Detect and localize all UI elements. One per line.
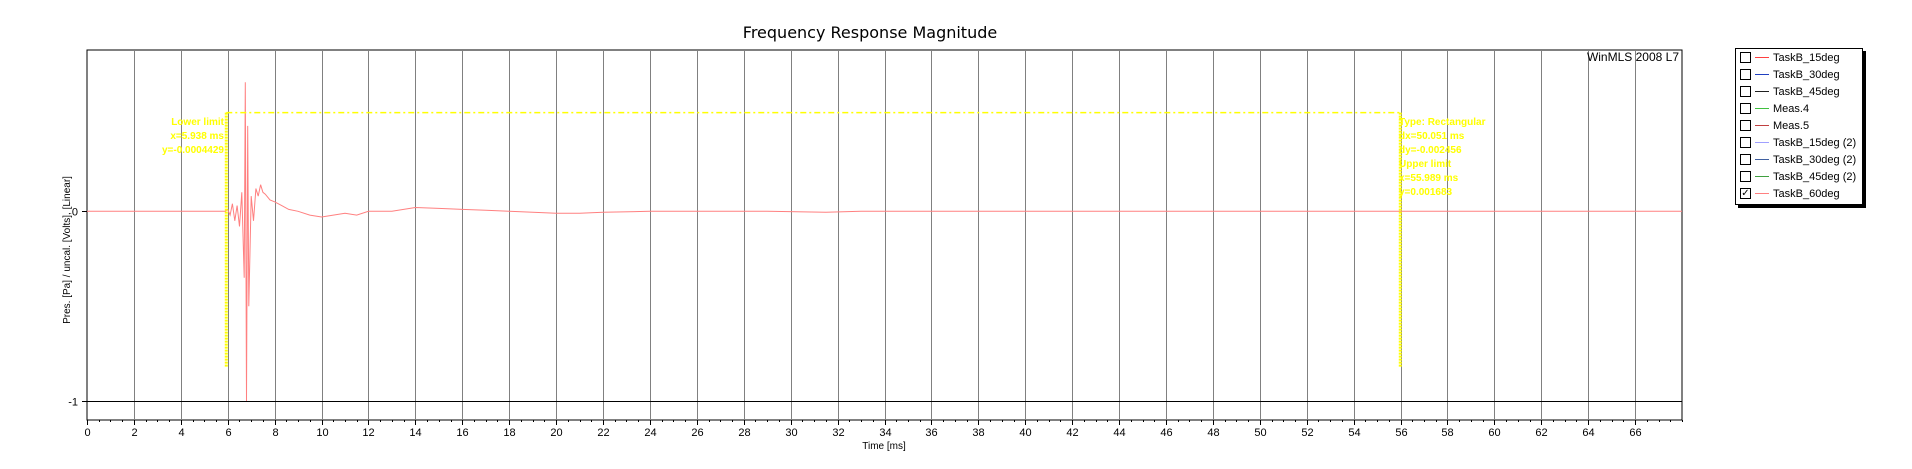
y-axis-label: Pres. [Pa] / uncal. [Volts], [Linear]: [62, 176, 73, 324]
upper-limit-title: Upper limit: [1399, 159, 1452, 170]
x-tick-label: 30: [785, 427, 797, 439]
x-tick-label: 64: [1582, 427, 1594, 439]
x-tick-label: 16: [456, 427, 468, 439]
upper-limit-x: x=55.989 ms: [1399, 173, 1459, 184]
cursor-dy: dy=-0.002456: [1399, 145, 1462, 156]
legend-swatch: [1755, 108, 1769, 109]
y-tick-label: 0: [72, 207, 78, 219]
y-axis: 0 -1: [68, 207, 87, 409]
x-axis: 0 2 4 6 8 10 12 14 16 18 20 22 24 26 28 30 32 34 36 38 40 42 4…: [84, 420, 1683, 439]
legend-swatch: [1755, 74, 1769, 75]
x-tick-label: 34: [879, 427, 891, 439]
x-tick-label: 32: [832, 427, 844, 439]
x-axis-label: Time [ms]: [862, 441, 906, 452]
legend-checkbox[interactable]: [1740, 86, 1751, 97]
legend-swatch: [1755, 159, 1769, 160]
legend-checkbox[interactable]: [1740, 69, 1751, 80]
cursor-type: Type: Rectangular: [1399, 117, 1486, 128]
legend-checkbox[interactable]: [1740, 120, 1751, 131]
lower-limit-label: Lower limit x=5.938 ms y=-0.0004429: [162, 117, 225, 156]
legend-swatch: [1755, 176, 1769, 177]
legend-item[interactable]: Meas.5: [1736, 117, 1862, 134]
x-tick-label: 62: [1535, 427, 1547, 439]
x-tick-label: 10: [316, 427, 328, 439]
y-tick-label: -1: [68, 397, 78, 409]
upper-limit-label: Type: Rectangular dx=50.051 ms dy=-0.002…: [1399, 117, 1486, 198]
legend-swatch: [1755, 125, 1769, 126]
x-tick-label: 52: [1301, 427, 1313, 439]
legend-checkbox[interactable]: [1740, 103, 1751, 114]
legend-item[interactable]: TaskB_15deg (2): [1736, 134, 1862, 151]
rectangular-cursor[interactable]: [224, 111, 1402, 367]
legend-label: TaskB_45deg (2): [1773, 170, 1857, 183]
lower-limit-y: y=-0.0004429: [162, 145, 224, 156]
upper-limit-y: y=0.001683: [1399, 187, 1453, 198]
x-tick-label: 56: [1395, 427, 1407, 439]
x-tick-label: 46: [1160, 427, 1172, 439]
x-tick-label: 38: [972, 427, 984, 439]
x-tick-label: 40: [1019, 427, 1031, 439]
legend-checkbox[interactable]: [1740, 52, 1751, 63]
x-tick-label: 36: [925, 427, 937, 439]
x-tick-label: 20: [550, 427, 562, 439]
legend-item[interactable]: TaskB_45deg (2): [1736, 168, 1862, 185]
legend-item[interactable]: Meas.4: [1736, 100, 1862, 117]
x-tick-label: 48: [1207, 427, 1219, 439]
legend-item[interactable]: TaskB_30deg: [1736, 66, 1862, 83]
x-tick-label: 42: [1066, 427, 1078, 439]
watermark: WinMLS 2008 L7: [1587, 50, 1679, 64]
series-line: [87, 82, 1682, 402]
legend-label: TaskB_45deg: [1773, 85, 1840, 98]
legend-item[interactable]: TaskB_45deg: [1736, 83, 1862, 100]
x-tick-label: 8: [272, 427, 278, 439]
chart-title: Frequency Response Magnitude: [743, 23, 997, 42]
lower-limit-x: x=5.938 ms: [170, 131, 224, 142]
x-tick-label: 14: [409, 427, 421, 439]
x-tick-label: 58: [1441, 427, 1453, 439]
legend-item[interactable]: ✓ TaskB_60deg: [1736, 185, 1862, 202]
legend-checkbox[interactable]: [1740, 137, 1751, 148]
legend-checkbox[interactable]: ✓: [1740, 188, 1751, 199]
legend-item[interactable]: TaskB_30deg (2): [1736, 151, 1862, 168]
legend-checkbox[interactable]: [1740, 154, 1751, 165]
x-tick-label: 28: [738, 427, 750, 439]
x-tick-label: 66: [1629, 427, 1641, 439]
plot-area: [86, 49, 1683, 421]
legend-swatch: [1755, 91, 1769, 92]
x-tick-label: 44: [1113, 427, 1125, 439]
x-tick-label: 2: [131, 427, 137, 439]
x-tick-label: 24: [644, 427, 656, 439]
legend-label: Meas.5: [1773, 119, 1810, 132]
x-tick-label: 22: [597, 427, 609, 439]
x-tick-label: 50: [1254, 427, 1266, 439]
legend-swatch: [1755, 57, 1769, 58]
legend-label: TaskB_15deg: [1773, 51, 1840, 64]
legend-label: TaskB_15deg (2): [1773, 136, 1857, 149]
legend-label: TaskB_60deg: [1773, 187, 1840, 200]
legend-label: TaskB_30deg (2): [1773, 153, 1857, 166]
legend-label: TaskB_30deg: [1773, 68, 1840, 81]
lower-limit-title: Lower limit: [171, 117, 224, 128]
legend-item[interactable]: TaskB_15deg: [1736, 49, 1862, 66]
x-tick-label: 12: [362, 427, 374, 439]
x-tick-label: 60: [1488, 427, 1500, 439]
x-tick-label: 26: [691, 427, 703, 439]
legend-label: Meas.4: [1773, 102, 1810, 115]
x-tick-label: 54: [1348, 427, 1360, 439]
legend: TaskB_15deg TaskB_30deg TaskB_45deg Meas.4 M…: [1735, 48, 1863, 205]
legend-checkbox[interactable]: [1740, 171, 1751, 182]
legend-swatch: [1755, 142, 1769, 143]
x-tick-label: 18: [503, 427, 515, 439]
x-tick-label: 4: [178, 427, 184, 439]
cursor-dx: dx=50.051 ms: [1399, 131, 1465, 142]
grid: [87, 50, 1682, 420]
x-tick-label: 0: [84, 427, 90, 439]
x-tick-label: 6: [225, 427, 231, 439]
legend-swatch: [1755, 193, 1769, 194]
